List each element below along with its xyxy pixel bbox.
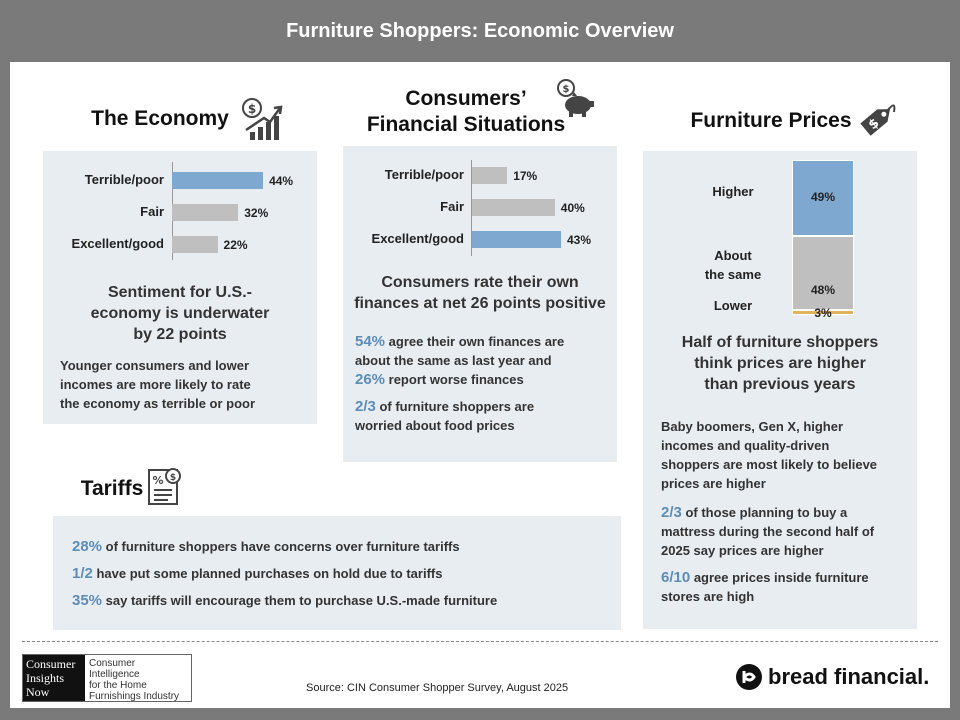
- finances-bar-value: 40%: [560, 201, 585, 215]
- economy-bar-value: 44%: [269, 174, 294, 188]
- finances-bar-label: Excellent/good: [371, 231, 464, 246]
- prices-stack-value: 48%: [810, 283, 836, 298]
- economy-title: The Economy: [91, 107, 229, 130]
- prices-headline: Half of furniture shoppers think prices …: [681, 334, 879, 393]
- economy-bar-label: Excellent/good: [71, 236, 164, 251]
- prices-label-same: About the same: [704, 248, 762, 282]
- finances-stat-26: 26%: [355, 371, 386, 388]
- economy-bar-value: 22%: [223, 238, 248, 252]
- economy-bar: [172, 172, 264, 189]
- svg-text:%: %: [152, 474, 163, 487]
- finances-stats: 54% agree their own finances are about t…: [355, 333, 565, 433]
- finances-stat-54: 54%: [355, 333, 386, 350]
- prices-stack-value: 49%: [810, 189, 836, 204]
- economy-bar-label: Fair: [140, 204, 164, 219]
- svg-text:$: $: [170, 473, 176, 483]
- tariffs-title: Tariffs: [80, 477, 144, 500]
- prices-label-lower: Lower: [713, 298, 753, 313]
- prices-stack-segment: [792, 310, 854, 315]
- finances-bar-label: Terrible/poor: [384, 167, 464, 182]
- tariff-item: 28% of furniture shoppers have concerns …: [72, 538, 460, 555]
- prices-stats: 2/3 of those planning to buy a mattress …: [661, 504, 875, 604]
- economy-bar-label: Terrible/poor: [84, 172, 164, 187]
- prices-stat-2-3: 2/3: [661, 504, 682, 521]
- footer-divider: [22, 641, 938, 642]
- economy-bar: [172, 236, 218, 253]
- finances-stat-2-3: 2/3: [355, 398, 376, 415]
- finances-axis: [471, 160, 472, 256]
- finances-bar-value: 43%: [567, 233, 592, 247]
- finances-bar-label: Fair: [440, 199, 464, 214]
- finances-bar: [472, 199, 555, 216]
- prices-panel: [643, 151, 917, 629]
- prices-stat-6-10: 6/10: [661, 569, 691, 586]
- economy-panel: [43, 151, 317, 424]
- svg-text:$: $: [563, 84, 570, 95]
- economy-bar-value: 32%: [244, 206, 269, 220]
- prices-stack-segment: [792, 160, 854, 236]
- prices-note: Baby boomers, Gen X, higher incomes and …: [661, 419, 878, 491]
- prices-stack-segment: [792, 235, 854, 311]
- bread-logo-icon: [736, 664, 762, 690]
- finances-headline: Consumers rate their own finances at net…: [354, 274, 606, 312]
- prices-stack-value: 3%: [814, 306, 832, 321]
- prices-title: Furniture Prices: [690, 109, 852, 132]
- finances-panel: [343, 146, 617, 462]
- finances-bar-value: 17%: [513, 169, 538, 183]
- tariff-item: 1/2 have put some planned purchases on h…: [72, 565, 443, 582]
- economy-note: Younger consumers and lower incomes are …: [60, 358, 256, 411]
- economy-growth-icon: $: [242, 98, 283, 140]
- svg-text:$: $: [248, 102, 256, 116]
- tariff-item: 35% say tariffs will encourage them to p…: [72, 592, 498, 609]
- piggy-bank-icon: $: [557, 79, 594, 117]
- prices-label-higher: Higher: [712, 184, 754, 199]
- source-note: Source: CIN Consumer Shopper Survey, Aug…: [306, 682, 569, 694]
- cin-logo: Consumer Insights Now Consumer Intellige…: [22, 654, 192, 702]
- economy-headline: Sentiment for U.S.- economy is underwate…: [90, 284, 270, 343]
- bread-financial-logo: bread financial.: [736, 664, 929, 690]
- tariffs-list: 28% of furniture shoppers have concerns …: [72, 533, 612, 614]
- tariff-document-icon: % $: [148, 468, 181, 505]
- price-tag-icon: $: [860, 104, 896, 136]
- content-card: The Economy $ Sentiment for U.S.- econom…: [10, 62, 950, 708]
- economy-bar: [172, 204, 239, 221]
- tariffs-panel: [53, 516, 621, 630]
- finances-title: Consumers’ Financial Situations: [366, 87, 566, 136]
- finances-bar: [472, 231, 561, 248]
- page-title: Furniture Shoppers: Economic Overview: [286, 19, 674, 42]
- finances-bar: [472, 167, 508, 184]
